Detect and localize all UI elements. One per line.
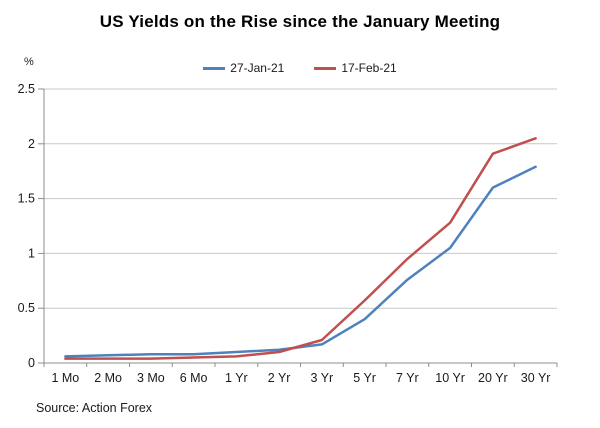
x-tick-label: 3 Mo (137, 371, 165, 385)
y-tick-label: 1 (28, 246, 35, 260)
series-line-17-feb-21 (64, 137, 537, 360)
x-tick-label: 30 Yr (521, 371, 551, 385)
series-line-27-jan-21 (64, 165, 537, 358)
x-tick-label: 2 Mo (94, 371, 122, 385)
legend: 27-Jan-21 17-Feb-21 (0, 61, 600, 75)
x-tick-label: 10 Yr (435, 371, 465, 385)
legend-label: 27-Jan-21 (230, 61, 285, 75)
y-tick-label: 0 (28, 356, 35, 370)
x-tick-label: 6 Mo (180, 371, 208, 385)
y-tick-label: 2 (28, 137, 35, 151)
x-tick-label: 5 Yr (353, 371, 376, 385)
chart-title: US Yields on the Rise since the January … (99, 12, 501, 31)
y-tick-label: 1.5 (18, 192, 35, 206)
legend-item-17-feb-21: 17-Feb-21 (314, 61, 397, 75)
x-tick-label: 3 Yr (311, 371, 334, 385)
x-tick-label: 2 Yr (268, 371, 291, 385)
legend-label: 17-Feb-21 (341, 61, 397, 75)
x-tick-label: 1 Yr (225, 371, 248, 385)
x-tick-label: 7 Yr (396, 371, 419, 385)
y-tick-label: 0.5 (18, 301, 35, 315)
legend-swatch-red-line-icon (314, 66, 337, 70)
x-tick-label: 1 Mo (51, 371, 79, 385)
legend-item-27-jan-21: 27-Jan-21 (203, 61, 284, 75)
x-tick-label: 20 Yr (478, 371, 508, 385)
legend-swatch-blue-line-icon (203, 66, 226, 70)
y-tick-label: 2.5 (18, 82, 35, 96)
y-axis-unit-label: % (24, 56, 34, 68)
source-note: Source: Action Forex (36, 401, 153, 415)
